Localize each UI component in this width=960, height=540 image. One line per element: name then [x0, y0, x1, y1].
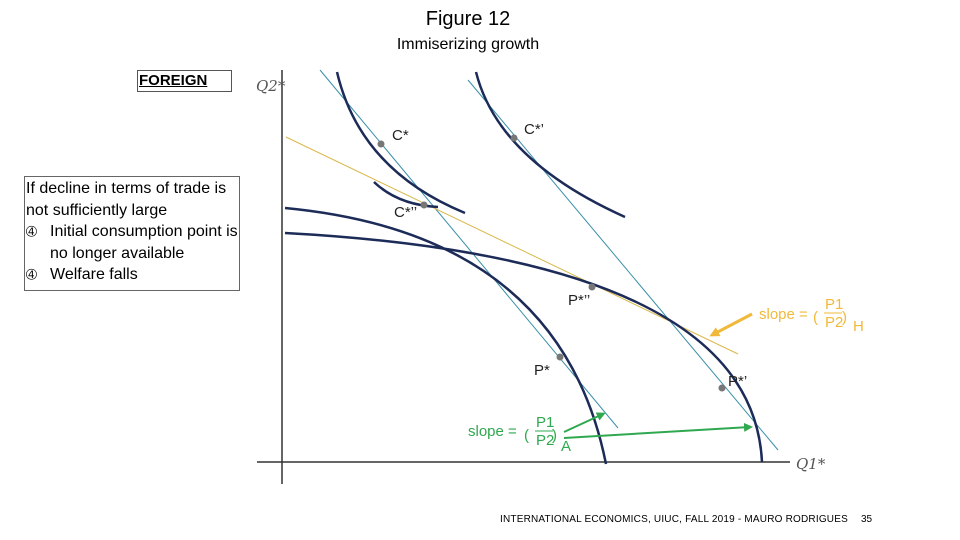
foreign-slope-numerator: P1 [536, 414, 554, 431]
point-c-star [377, 140, 385, 148]
home-slope-numerator: P1 [825, 296, 843, 313]
x-axis-label: Q1* [796, 455, 826, 473]
indifference-curve-c-star [335, 71, 466, 215]
label-p-star: P* [534, 362, 550, 379]
notes-text: If decline in terms of trade is not suff… [26, 178, 246, 286]
home-slope-paren-left: ( [813, 309, 818, 326]
foreign-label-box: FOREIGN [137, 70, 232, 92]
ppf-after-growth [284, 231, 764, 463]
y-axis-label: Q2* [256, 77, 286, 95]
label-c-star-prime: C*’ [524, 121, 544, 138]
home-slope-denominator: P2 [825, 314, 843, 331]
label-p-star-dprime: P*’’ [568, 292, 590, 309]
foreign-slope-denominator: P2 [536, 432, 554, 449]
note-bullet-2: ➃ Welfare falls [26, 264, 246, 286]
foreign-slope-arrow-short [563, 412, 606, 433]
foreign-slope-arrow-long [563, 422, 753, 439]
notes-box-border [24, 176, 240, 291]
home-slope-subscript: H [853, 318, 864, 335]
foreign-slope-paren-right: ) [552, 427, 557, 444]
point-c-star-prime [510, 134, 518, 142]
label-c-star-dprime: C*’’ [394, 204, 417, 221]
point-p-star [556, 353, 564, 361]
figure-title: Figure 12 [425, 8, 511, 30]
page-number: 35 [861, 514, 873, 525]
notes-intro: If decline in terms of trade is not suff… [26, 180, 227, 219]
bullet-marker-icon: ➃ [26, 267, 37, 282]
foreign-slope-prefix: slope = [468, 423, 517, 440]
point-c-star-dprime [420, 201, 428, 209]
note-bullet-2-text: Welfare falls [50, 266, 138, 283]
figure-subtitle: Immiserizing growth [396, 36, 540, 53]
point-p-star-prime [718, 384, 726, 392]
home-slope-prefix: slope = [759, 306, 808, 323]
label-c-star: C* [392, 127, 409, 144]
world-price-line-original [319, 69, 619, 429]
point-p-star-dprime [588, 283, 596, 291]
foreign-slope-subscript: A [561, 438, 571, 455]
indifference-curve-c-star-dprime [373, 181, 439, 209]
note-bullet-1-text: Initial consumption point is no longer a… [50, 223, 238, 262]
label-p-star-prime: P*’ [728, 373, 747, 390]
footer-course: INTERNATIONAL ECONOMICS, UIUC, FALL 2019… [500, 514, 848, 525]
indifference-curve-c-star-prime [474, 71, 626, 219]
foreign-slope-paren-left: ( [524, 427, 529, 444]
ppf-original [284, 206, 608, 465]
home-price-line [285, 136, 739, 355]
world-price-line-after-growth [467, 79, 779, 451]
home-slope-paren-right: ) [842, 309, 847, 326]
bullet-marker-icon: ➃ [26, 224, 37, 239]
note-bullet-1: ➃ Initial consumption point is no longer… [26, 221, 246, 264]
home-slope-arrow [709, 312, 753, 337]
